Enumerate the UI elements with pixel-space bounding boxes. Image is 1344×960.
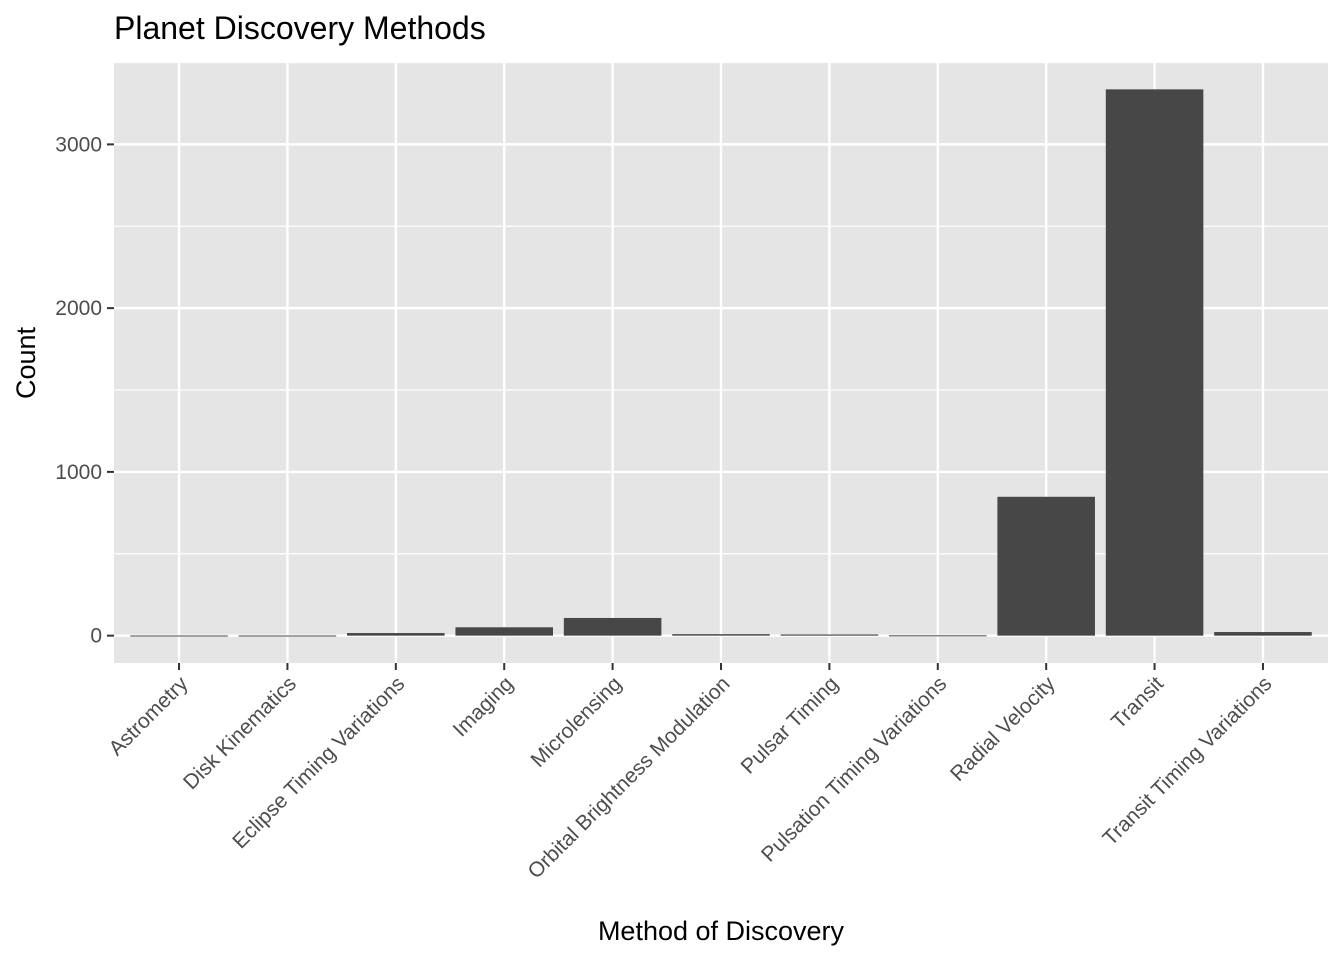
- x-tick-label: Pulsar Timing: [737, 672, 843, 778]
- x-tick-label: Imaging: [449, 672, 518, 741]
- y-tick-label: 1000: [55, 461, 102, 484]
- bar-astrometry: [130, 635, 228, 637]
- bar-transit: [1105, 89, 1204, 636]
- x-tick-label: Radial Velocity: [946, 672, 1060, 786]
- bar-eclipse-timing-variations: [347, 633, 445, 636]
- y-axis-title: Count: [11, 326, 41, 399]
- bar-orbital-brightness-modulation: [672, 634, 770, 636]
- bar-microlensing: [563, 617, 662, 636]
- bar-disk-kinematics: [238, 635, 337, 637]
- x-tick-label: Disk Kinematics: [179, 672, 301, 794]
- bar-imaging: [455, 627, 553, 636]
- gridlines: [114, 61, 1328, 663]
- y-axis-ticks: 0 1000 2000 3000: [55, 133, 114, 648]
- x-tick-label: Eclipse Timing Variations: [228, 672, 409, 853]
- bars: [130, 89, 1312, 637]
- y-tick-label: 3000: [55, 133, 102, 156]
- x-tick-label: Astrometry: [105, 672, 193, 760]
- x-tick-label: Microlensing: [527, 672, 627, 772]
- y-tick-label: 0: [90, 625, 102, 648]
- chart-title: Planet Discovery Methods: [114, 10, 486, 46]
- y-tick-label: 2000: [55, 297, 102, 320]
- x-tick-label: Transit: [1107, 672, 1168, 733]
- bar-pulsation-timing-variations: [889, 635, 987, 637]
- bar-pulsar-timing: [780, 634, 879, 636]
- x-axis-title: Method of Discovery: [598, 916, 845, 946]
- bar-transit-timing-variations: [1214, 632, 1312, 636]
- x-tick-label: Orbital Brightness Modulation: [523, 672, 734, 883]
- bar-radial-velocity: [997, 496, 1095, 636]
- x-tick-label: Pulsation Timing Variations: [757, 672, 951, 866]
